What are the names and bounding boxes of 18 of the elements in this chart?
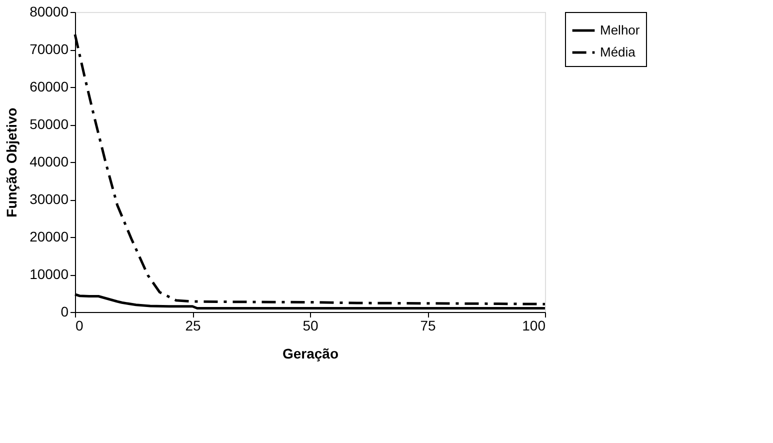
x-tick-label: 100: [522, 318, 546, 334]
legend-label: Melhor: [600, 22, 640, 38]
x-tick-label: 50: [302, 318, 318, 334]
y-tick-label: 0: [60, 304, 69, 320]
y-tick-label: 20000: [30, 228, 69, 244]
y-tick-label: 10000: [30, 266, 69, 282]
legend-label: Média: [600, 44, 636, 60]
x-axis-title: Geração: [282, 346, 339, 362]
x-tick-label: 25: [185, 318, 201, 334]
y-axis-title: Função Objetivo: [4, 108, 20, 218]
x-tick-label: 0: [76, 318, 84, 334]
x-tick-label: 75: [420, 318, 436, 334]
y-tick-label: 60000: [30, 78, 69, 94]
y-tick-label: 70000: [30, 41, 69, 57]
y-tick-label: 50000: [30, 116, 69, 132]
y-tick-label: 80000: [30, 4, 69, 20]
y-tick-label: 30000: [30, 191, 69, 207]
y-tick-label: 40000: [30, 154, 69, 170]
